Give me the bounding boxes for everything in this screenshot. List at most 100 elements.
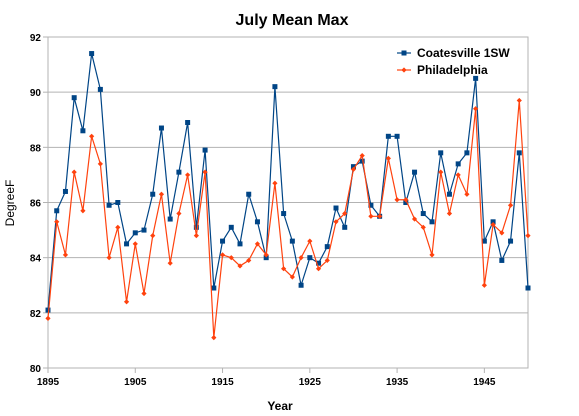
data-point	[333, 219, 339, 225]
data-point	[124, 241, 130, 247]
data-point	[507, 202, 514, 208]
data-point	[342, 224, 348, 230]
data-point	[377, 213, 383, 219]
data-point	[263, 252, 269, 258]
data-point	[62, 252, 69, 258]
data-point	[438, 150, 444, 156]
y-tick-label: 82	[30, 309, 42, 320]
data-point	[141, 227, 147, 233]
data-point	[333, 205, 339, 211]
data-point	[490, 221, 496, 228]
data-point	[289, 274, 295, 280]
data-point	[281, 266, 287, 272]
data-point	[150, 191, 156, 197]
y-tick-label: 86	[30, 199, 42, 210]
data-point	[420, 211, 426, 217]
data-point	[167, 216, 173, 222]
legend: Coatesville 1SW Philadelphia	[397, 46, 510, 77]
data-point	[359, 153, 365, 159]
data-point	[342, 210, 348, 217]
data-point	[272, 180, 278, 186]
data-point	[97, 161, 103, 167]
data-point	[106, 202, 112, 208]
data-point	[80, 208, 86, 214]
data-point	[481, 282, 487, 288]
data-point	[228, 224, 234, 230]
data-point	[298, 282, 304, 288]
data-point	[473, 106, 479, 112]
x-tick-label: 1895	[37, 377, 60, 388]
data-point	[202, 147, 208, 153]
data-point	[211, 285, 217, 291]
data-point	[307, 238, 313, 244]
data-point	[298, 255, 304, 261]
data-point	[158, 191, 165, 197]
data-point	[106, 255, 112, 261]
data-point	[429, 252, 435, 258]
legend-label: Philadelphia	[417, 63, 488, 77]
data-point	[525, 233, 531, 239]
x-tick-label: 1935	[386, 377, 409, 388]
data-point	[115, 224, 121, 230]
data-point	[359, 158, 365, 164]
data-point	[219, 252, 226, 258]
series-coatesville-1sw	[45, 51, 531, 313]
legend-swatch-marker	[401, 50, 407, 56]
data-point	[54, 208, 60, 214]
data-point	[324, 257, 330, 264]
series-philadelphia	[45, 97, 531, 341]
y-tick-label: 92	[30, 33, 42, 44]
data-point	[455, 161, 461, 167]
data-point	[368, 202, 374, 208]
data-point	[508, 238, 514, 244]
data-point	[176, 169, 182, 175]
data-point	[158, 125, 164, 131]
data-point	[211, 335, 217, 341]
data-point	[307, 255, 313, 261]
data-point	[45, 315, 51, 321]
data-point	[324, 244, 330, 250]
data-point	[446, 210, 453, 217]
data-point	[132, 230, 138, 236]
data-point	[254, 241, 261, 247]
data-point	[411, 216, 418, 222]
x-tick-label: 1905	[124, 377, 147, 388]
data-point	[132, 241, 138, 247]
y-tick-label: 84	[30, 254, 42, 265]
data-point	[123, 299, 130, 305]
data-point	[97, 86, 103, 92]
data-point	[403, 200, 409, 205]
data-point	[499, 257, 505, 263]
data-point	[315, 266, 322, 272]
data-point	[237, 241, 243, 247]
data-point	[237, 263, 243, 269]
data-point	[429, 219, 435, 225]
data-point	[272, 84, 278, 90]
data-point	[193, 224, 199, 230]
data-point	[446, 191, 452, 197]
data-point	[80, 128, 86, 134]
data-point	[420, 224, 426, 230]
legend-entry: Coatesville 1SW	[397, 46, 510, 60]
data-point	[438, 169, 444, 175]
y-axis-ticks: 80 82 84 86 88 90 92	[30, 33, 48, 375]
y-tick-label: 90	[30, 88, 42, 99]
data-point	[202, 169, 208, 175]
y-tick-label: 80	[30, 364, 42, 375]
data-point	[316, 260, 322, 266]
x-axis-ticks: 1895 1905 1915 1925 1935 1945	[37, 368, 496, 388]
data-point	[455, 172, 461, 178]
data-point	[368, 213, 374, 219]
data-point	[71, 95, 77, 101]
data-point	[246, 191, 252, 197]
data-point	[89, 133, 95, 139]
data-point	[89, 51, 95, 57]
data-point	[350, 166, 357, 172]
y-axis-label: DegreeF	[3, 180, 17, 227]
legend-swatch-marker	[401, 67, 407, 73]
data-point	[464, 150, 470, 156]
data-point	[193, 233, 199, 239]
data-point	[228, 255, 234, 261]
data-point	[481, 238, 487, 244]
